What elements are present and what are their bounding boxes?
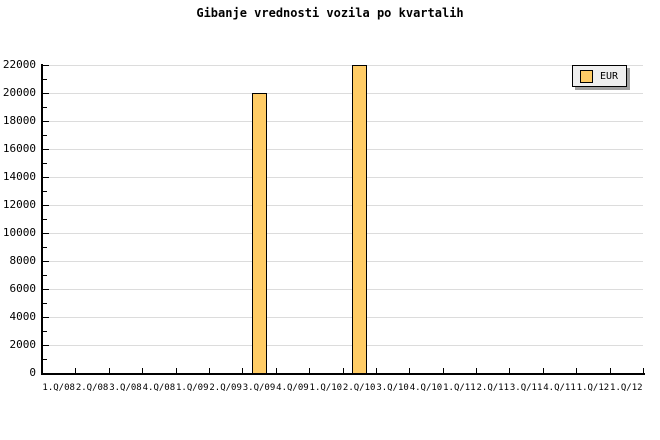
x-tick-label: 4.Q/08: [142, 383, 176, 393]
y-tick: [43, 233, 49, 234]
y-tick-label: 12000: [2, 198, 36, 211]
y-tick-label: 0: [29, 366, 36, 379]
x-tick: [75, 368, 77, 373]
legend-swatch-icon: [580, 69, 593, 83]
x-tick: [342, 368, 344, 373]
x-tick: [442, 368, 444, 373]
y-tick: [43, 107, 47, 108]
y-tick: [43, 205, 49, 206]
y-tick: [43, 359, 47, 360]
y-tick: [43, 219, 47, 220]
gridline: [42, 121, 643, 122]
x-tick: [643, 368, 644, 373]
y-tick-label: 22000: [2, 58, 36, 71]
y-tick: [43, 149, 49, 150]
x-tick-label: 3.Q/10: [376, 383, 409, 393]
y-tick: [43, 247, 47, 248]
gridline: [42, 233, 643, 234]
x-tick: [242, 368, 244, 373]
y-tick-label: 2000: [9, 338, 37, 351]
y-tick-label: 14000: [2, 170, 36, 183]
x-tick: [208, 368, 210, 373]
gridline: [42, 205, 643, 206]
x-tick: [175, 368, 177, 373]
x-tick-label: 1.Q/12: [610, 383, 643, 393]
y-tick: [43, 177, 49, 178]
y-tick-label: 6000: [9, 282, 37, 295]
y-tick: [43, 135, 47, 136]
x-tick-label: 4.Q/10: [409, 383, 443, 393]
y-tick: [43, 303, 47, 304]
x-tick: [409, 368, 411, 373]
y-tick-label: 20000: [2, 86, 36, 99]
y-tick: [43, 121, 49, 122]
x-tick-label: 2.Q/09: [209, 383, 242, 393]
x-axis-line: [41, 373, 645, 375]
legend: EUR: [572, 65, 628, 87]
y-tick-label: 10000: [2, 226, 36, 239]
x-tick-label: 3.Q/08: [109, 383, 142, 393]
x-tick: [509, 368, 511, 373]
y-tick: [43, 331, 47, 332]
y-tick-label: 18000: [2, 114, 36, 127]
x-tick-label: 1.Q/08: [42, 383, 75, 393]
x-tick-label: 1.Q/11: [443, 383, 476, 393]
x-tick-label: 2.Q/08: [75, 383, 109, 393]
legend-label: EUR: [600, 70, 619, 82]
bar-2.Q/10: [351, 65, 367, 374]
x-tick-label: 1.Q/12: [576, 383, 610, 393]
y-tick: [43, 289, 49, 290]
gridline: [42, 261, 643, 262]
x-tick-label: 1.Q/09: [175, 383, 209, 393]
x-tick-label: 4.Q/11: [543, 383, 576, 393]
x-tick: [275, 368, 277, 373]
y-axis-line: [41, 64, 43, 375]
x-tick: [542, 368, 544, 373]
gridline: [42, 93, 643, 94]
y-tick: [43, 65, 49, 66]
x-tick-label: 3.Q/11: [509, 383, 543, 393]
x-tick-label: 2.Q/11: [476, 383, 510, 393]
gridline: [42, 149, 643, 150]
y-tick: [43, 163, 47, 164]
y-tick-label: 8000: [9, 254, 37, 267]
x-tick: [142, 368, 144, 373]
chart-title: Gibanje vrednosti vozila po kvartalih: [196, 6, 464, 20]
x-tick-label: 3.Q/09: [242, 383, 276, 393]
y-tick: [43, 79, 47, 80]
y-tick-label: 4000: [9, 310, 37, 323]
gridline: [42, 345, 643, 346]
x-tick-label: 2.Q/10: [342, 383, 376, 393]
x-tick: [609, 368, 611, 373]
x-tick: [375, 368, 377, 373]
gridline: [42, 177, 643, 178]
y-tick: [43, 191, 47, 192]
y-tick: [43, 93, 49, 94]
y-tick: [43, 275, 47, 276]
y-tick-label: 16000: [2, 142, 36, 155]
x-tick: [576, 368, 578, 373]
x-tick-label: 4.Q/09: [276, 383, 309, 393]
gridline: [42, 289, 643, 290]
x-tick: [108, 368, 110, 373]
x-tick: [309, 368, 311, 373]
x-tick: [476, 368, 478, 373]
y-tick: [43, 261, 49, 262]
y-tick: [43, 345, 49, 346]
gridline: [42, 317, 643, 318]
gridline: [42, 65, 643, 66]
y-tick: [43, 317, 49, 318]
x-tick-label: 1.Q/10: [309, 383, 343, 393]
bar-3.Q/09: [251, 93, 267, 374]
